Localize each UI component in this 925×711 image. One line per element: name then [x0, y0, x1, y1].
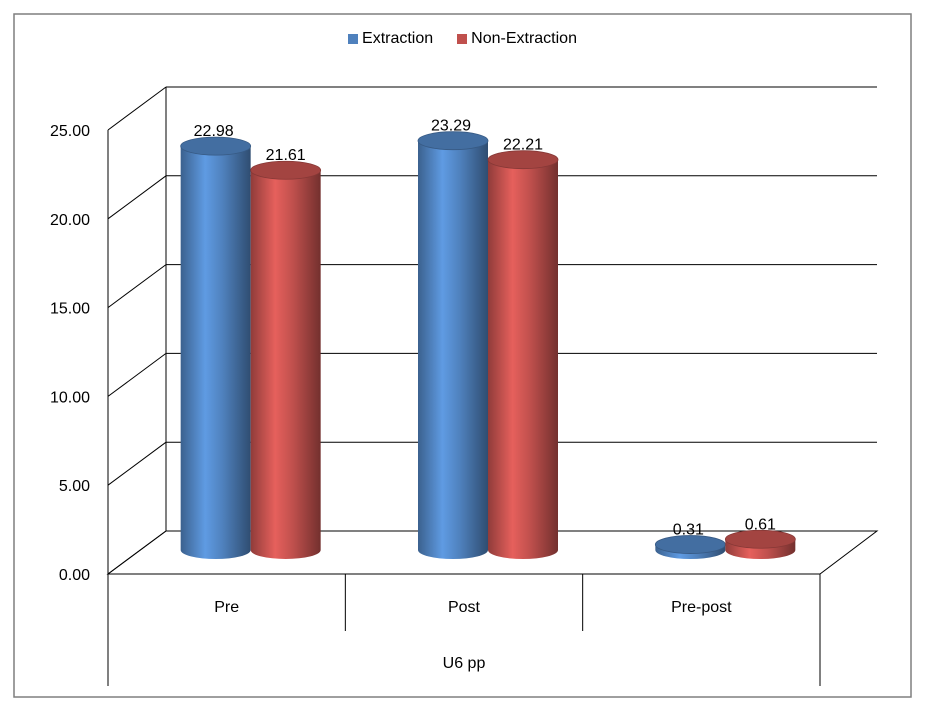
y-tick-label: 20.00 [50, 212, 90, 229]
bar-non-extraction-post [487, 150, 559, 559]
bar-extraction-post [417, 131, 489, 559]
y-tick-label: 5.00 [59, 478, 90, 495]
legend-swatch-extraction [348, 34, 359, 44]
x-group-label: U6 pp [443, 655, 486, 672]
legend-label-extraction: Extraction [362, 30, 434, 47]
y-tick-label: 15.00 [50, 301, 90, 318]
legend-item-extraction: Extraction [348, 30, 433, 48]
bar-body [488, 159, 558, 559]
data-label: 0.31 [673, 522, 704, 539]
data-label: 0.61 [745, 516, 776, 533]
y-tick-label: 25.00 [50, 123, 90, 140]
gridline-side [107, 352, 167, 397]
gridline-side [107, 175, 167, 220]
data-label: 21.61 [266, 147, 306, 164]
x-tick-label: Post [448, 599, 481, 616]
data-label: 22.21 [503, 137, 543, 154]
y-tick-label: 0.00 [59, 567, 90, 584]
bar-non-extraction-pre-post [724, 529, 796, 559]
bar-extraction-pre-post [654, 535, 726, 559]
gridline-side [107, 86, 167, 131]
legend-swatch-non-extraction [457, 34, 468, 44]
gridline-side [107, 441, 167, 486]
bar-top [250, 160, 322, 180]
data-label: 22.98 [194, 123, 234, 140]
legend-label-non-extraction: Non-Extraction [471, 30, 577, 47]
bar-top [724, 529, 796, 549]
x-tick-label: Pre-post [671, 599, 732, 616]
bar-body [250, 170, 321, 559]
legend-item-non-extraction: Non-Extraction [457, 30, 577, 48]
bar-extraction-pre [180, 136, 252, 559]
bar-top [487, 150, 559, 170]
bar-top [417, 131, 489, 151]
y-tick-label: 10.00 [50, 389, 90, 406]
x-tick-label: Pre [214, 599, 239, 616]
bar-body [418, 140, 488, 559]
bar-non-extraction-pre [250, 160, 322, 559]
bar-body [180, 146, 251, 559]
data-label: 23.29 [431, 118, 471, 135]
gridline-side [107, 264, 167, 309]
legend: Extraction Non-Extraction [0, 30, 925, 48]
bar-top [180, 136, 252, 156]
